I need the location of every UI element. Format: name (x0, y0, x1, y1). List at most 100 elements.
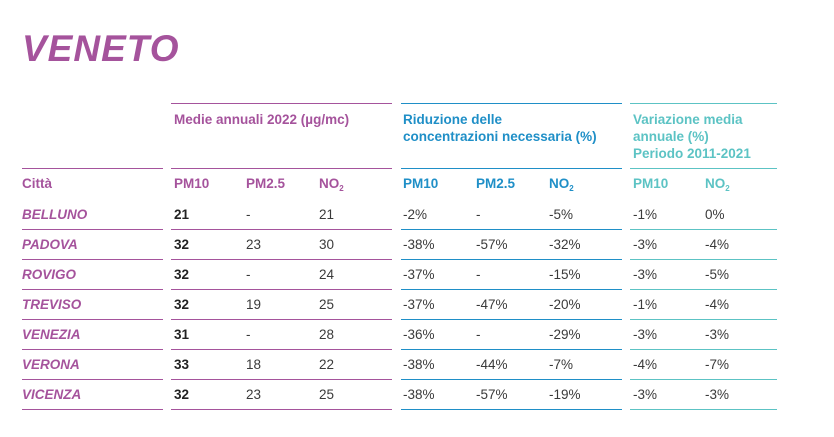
cell-r-pm10: -36% (403, 327, 435, 342)
cell-r-pm10: -37% (403, 297, 435, 312)
cell-r-pm25: -44% (476, 357, 508, 372)
column-header-variation-pm10: PM10 (633, 176, 669, 191)
row-divider (171, 229, 392, 230)
row-divider (22, 319, 163, 320)
city-name: BELLUNO (22, 207, 88, 222)
cell-pm10: 33 (174, 357, 190, 372)
cell-no2: 25 (319, 387, 335, 402)
cell-no2: 24 (319, 267, 335, 282)
cell-no2: 21 (319, 207, 335, 222)
row-divider (630, 319, 777, 320)
cell-v-pm10: -3% (633, 327, 658, 342)
group-header-variation: Variazione media annuale (%) Periodo 201… (633, 111, 751, 162)
row-divider (630, 409, 777, 410)
cell-pm25: 19 (246, 297, 262, 312)
cell-pm10: 32 (174, 267, 190, 282)
cell-r-pm25: -57% (476, 387, 508, 402)
row-divider (401, 409, 622, 410)
column-header-reduction-no2: NO2 (549, 176, 574, 193)
row-divider (630, 349, 777, 350)
page-title: VENETO (22, 28, 180, 69)
column-header-no2: NO2 (319, 176, 344, 193)
row-divider (171, 379, 392, 380)
cell-r-pm25: -47% (476, 297, 508, 312)
cell-v-pm10: -1% (633, 297, 658, 312)
cell-r-pm25: -57% (476, 237, 508, 252)
row-divider (22, 349, 163, 350)
row-divider (171, 319, 392, 320)
cell-r-no2: -5% (549, 207, 574, 222)
cell-pm10: 31 (174, 327, 190, 342)
group-header-variation-line3: Periodo 2011-2021 (633, 146, 751, 161)
group-header-annual: Medie annuali 2022 (µg/mc) (174, 111, 349, 128)
cell-pm25: 23 (246, 387, 262, 402)
row-divider (401, 349, 622, 350)
column-header-reduction-pm10: PM10 (403, 176, 439, 191)
column-header-pm10: PM10 (174, 176, 210, 191)
cell-v-no2: 0% (705, 207, 725, 222)
cell-r-pm10: -37% (403, 267, 435, 282)
city-name: VENEZIA (22, 327, 81, 342)
column-header-variation-no2: NO2 (705, 176, 730, 193)
cell-r-no2: -20% (549, 297, 581, 312)
cell-v-pm10: -3% (633, 387, 658, 402)
row-divider (630, 229, 777, 230)
table-row: VENEZIA 31 - 28 -36% - -29% -3% -3% (0, 320, 834, 350)
row-divider (401, 379, 622, 380)
cell-r-pm25: - (476, 207, 481, 222)
cell-pm25: - (246, 327, 251, 342)
table-row: BELLUNO 21 - 21 -2% - -5% -1% 0% (0, 200, 834, 230)
cell-no2: 30 (319, 237, 335, 252)
cell-r-no2: -7% (549, 357, 574, 372)
row-divider (22, 379, 163, 380)
cell-pm10: 32 (174, 297, 190, 312)
cell-pm10: 32 (174, 237, 190, 252)
cell-v-pm10: -4% (633, 357, 658, 372)
group-header-reduction-line2: concentrazioni necessaria (%) (403, 129, 597, 144)
cell-pm10: 21 (174, 207, 190, 222)
city-name: VICENZA (22, 387, 82, 402)
row-divider (22, 289, 163, 290)
city-name: TREVISO (22, 297, 82, 312)
cell-pm25: - (246, 267, 251, 282)
column-line-variation (630, 168, 777, 169)
group-line-variation (630, 103, 777, 104)
row-divider (401, 229, 622, 230)
cell-r-no2: -15% (549, 267, 581, 282)
cell-v-no2: -4% (705, 297, 730, 312)
cell-pm25: - (246, 207, 251, 222)
cell-r-pm25: - (476, 327, 481, 342)
cell-v-no2: -3% (705, 327, 730, 342)
table-row: ROVIGO 32 - 24 -37% - -15% -3% -5% (0, 260, 834, 290)
row-divider (171, 259, 392, 260)
table-row: VICENZA 32 23 25 -38% -57% -19% -3% -3% (0, 380, 834, 410)
row-divider (22, 259, 163, 260)
row-divider (22, 229, 163, 230)
group-header-reduction-line1: Riduzione delle (403, 112, 503, 127)
column-header-city: Città (22, 176, 52, 191)
group-header-variation-line1: Variazione media (633, 112, 743, 127)
table-row: VERONA 33 18 22 -38% -44% -7% -4% -7% (0, 350, 834, 380)
cell-v-pm10: -3% (633, 237, 658, 252)
cell-no2: 25 (319, 297, 335, 312)
cell-no2: 28 (319, 327, 335, 342)
city-name: VERONA (22, 357, 80, 372)
column-line-annual (171, 168, 392, 169)
cell-r-no2: -19% (549, 387, 581, 402)
city-name: PADOVA (22, 237, 78, 252)
group-line-annual (171, 103, 392, 104)
row-divider (171, 289, 392, 290)
group-line-reduction (401, 103, 622, 104)
cell-r-no2: -29% (549, 327, 581, 342)
column-line-city (22, 168, 163, 169)
cell-r-no2: -32% (549, 237, 581, 252)
cell-no2: 22 (319, 357, 335, 372)
row-divider (171, 409, 392, 410)
group-header-variation-line2: annuale (%) (633, 129, 709, 144)
cell-r-pm10: -2% (403, 207, 428, 222)
cell-v-no2: -7% (705, 357, 730, 372)
cell-r-pm10: -38% (403, 237, 435, 252)
cell-r-pm10: -38% (403, 357, 435, 372)
row-divider (630, 379, 777, 380)
cell-pm10: 32 (174, 387, 190, 402)
